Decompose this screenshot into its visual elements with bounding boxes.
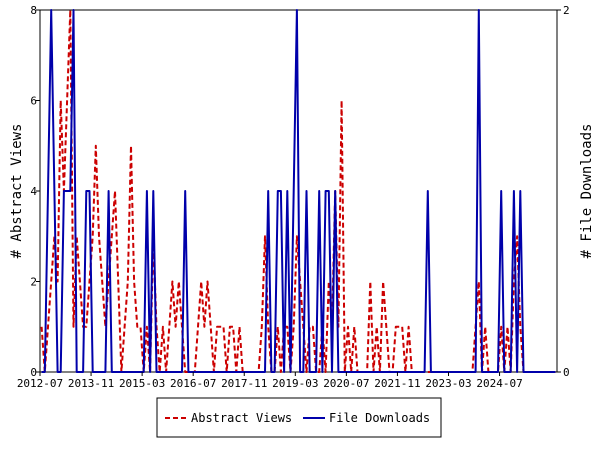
left-axis-title: # Abstract Views xyxy=(9,124,25,259)
series-line-file-downloads xyxy=(41,9,556,373)
left-y-tick-label: 2 xyxy=(30,276,37,289)
x-tick-label: 2020-07 xyxy=(323,377,369,390)
legend-label-file-downloads: File Downloads xyxy=(329,411,430,425)
left-y-tick-label: 0 xyxy=(30,366,37,379)
series-layer xyxy=(40,9,556,373)
right-y-tick-label: 2 xyxy=(563,4,570,17)
left-y-tick-label: 6 xyxy=(30,95,37,108)
x-tick-label: 2023-03 xyxy=(425,377,471,390)
x-tick-label: 2017-11 xyxy=(221,377,267,390)
x-tick-label: 2016-07 xyxy=(170,377,216,390)
x-tick-label: 2015-03 xyxy=(119,377,165,390)
x-tick-label: 2024-07 xyxy=(476,377,522,390)
right-y-tick-label: 0 xyxy=(563,366,570,379)
x-tick-label: 2012-07 xyxy=(17,377,63,390)
right-y-axis: 02 xyxy=(557,4,570,379)
legend: Abstract Views File Downloads xyxy=(156,397,442,438)
x-tick-label: 2019-03 xyxy=(272,377,318,390)
left-y-axis: 0 2 4 6 8 xyxy=(30,4,40,379)
x-tick-label: 2021-11 xyxy=(374,377,420,390)
right-axis-title: # File Downloads xyxy=(579,124,595,259)
left-y-tick-label: 4 xyxy=(30,185,37,198)
legend-label-abstract-views: Abstract Views xyxy=(191,411,292,425)
x-tick-label: 2013-11 xyxy=(68,377,114,390)
legend-box xyxy=(156,397,442,438)
left-y-tick-label: 8 xyxy=(30,4,37,17)
x-axis: 2012-07 2013-11 2015-03 2016-07 2017-11 2019-… xyxy=(17,372,523,390)
